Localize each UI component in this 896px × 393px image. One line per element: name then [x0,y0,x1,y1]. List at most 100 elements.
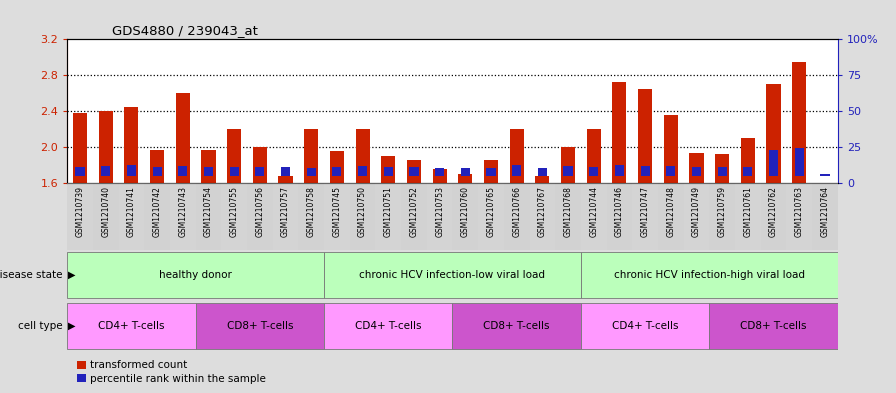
Bar [581,183,607,250]
Bar [461,168,470,176]
Text: GSM1210762: GSM1210762 [769,186,778,237]
Bar [741,138,755,183]
Bar [401,183,426,250]
Bar [484,160,498,183]
Bar [125,107,139,183]
Bar [638,88,652,183]
Text: GSM1210761: GSM1210761 [744,186,753,237]
Bar [787,183,812,250]
Text: GSM1210756: GSM1210756 [255,186,264,237]
Text: CD8+ T-cells: CD8+ T-cells [484,321,550,331]
Text: GSM1210753: GSM1210753 [435,186,444,237]
Bar [279,176,293,183]
Bar [144,183,170,250]
Bar [178,166,187,176]
Text: GSM1210764: GSM1210764 [821,186,830,237]
Bar [324,303,452,349]
Text: GSM1210760: GSM1210760 [461,186,470,237]
Text: cell type: cell type [18,321,63,331]
Bar [127,165,136,176]
Bar [530,183,556,250]
Text: GSM1210748: GSM1210748 [667,186,676,237]
Bar [253,147,267,183]
Bar [684,183,710,250]
Bar [170,183,195,250]
Bar [176,93,190,183]
Bar [766,84,780,183]
Bar [812,183,838,250]
Text: CD4+ T-cells: CD4+ T-cells [355,321,421,331]
Bar [375,183,401,250]
Text: GSM1210740: GSM1210740 [101,186,110,237]
Text: ▶: ▶ [68,321,75,331]
Bar [761,183,787,250]
Bar [478,183,504,250]
Text: ▶: ▶ [68,270,75,280]
Text: GSM1210752: GSM1210752 [409,186,418,237]
Bar [356,129,370,183]
Bar [330,151,344,183]
Bar [150,150,164,183]
Bar [561,147,575,183]
Bar [615,165,624,176]
Text: GDS4880 / 239043_at: GDS4880 / 239043_at [112,24,258,37]
Bar [689,153,703,183]
Bar [324,252,581,298]
Bar [538,168,547,176]
Text: CD4+ T-cells: CD4+ T-cells [99,321,165,331]
Text: GSM1210749: GSM1210749 [692,186,701,237]
Text: healthy donor: healthy donor [159,270,232,280]
Bar [795,149,804,176]
Bar [255,167,264,176]
Bar [67,303,195,349]
Bar [710,303,838,349]
Text: GSM1210744: GSM1210744 [590,186,599,237]
Bar [692,167,701,176]
Bar [306,168,315,176]
Text: chronic HCV infection-high viral load: chronic HCV infection-high viral load [614,270,805,280]
Bar [564,166,573,176]
Bar [407,160,421,183]
Bar [535,176,549,183]
Bar [152,167,161,176]
Bar [581,252,838,298]
Legend: transformed count, percentile rank within the sample: transformed count, percentile rank withi… [73,356,271,388]
Bar [658,183,684,250]
Bar [458,174,472,183]
Text: GSM1210741: GSM1210741 [127,186,136,237]
Bar [67,252,324,298]
Bar [667,166,676,176]
Text: disease state: disease state [0,270,63,280]
Bar [227,129,241,183]
Bar [304,129,318,183]
Bar [426,183,452,250]
Bar [118,183,144,250]
Bar [513,165,521,176]
Bar [435,168,444,176]
Text: CD4+ T-cells: CD4+ T-cells [612,321,678,331]
Bar [383,167,392,176]
Bar [715,154,729,183]
Text: GSM1210763: GSM1210763 [795,186,804,237]
Bar [281,167,290,176]
Bar [358,166,367,176]
Bar [221,183,247,250]
Bar [298,183,324,250]
Bar [204,167,213,176]
Bar [247,183,272,250]
Bar [73,113,87,183]
Text: GSM1210759: GSM1210759 [718,186,727,237]
Bar [202,150,216,183]
Bar [67,183,93,250]
Bar [792,62,806,183]
Text: GSM1210750: GSM1210750 [358,186,367,237]
Text: GSM1210746: GSM1210746 [615,186,624,237]
Text: GSM1210754: GSM1210754 [204,186,213,237]
Text: GSM1210758: GSM1210758 [306,186,315,237]
Text: GSM1210745: GSM1210745 [332,186,341,237]
Bar [452,303,581,349]
Bar [101,166,110,176]
Bar [487,168,495,176]
Bar [409,167,418,176]
Bar [93,183,118,250]
